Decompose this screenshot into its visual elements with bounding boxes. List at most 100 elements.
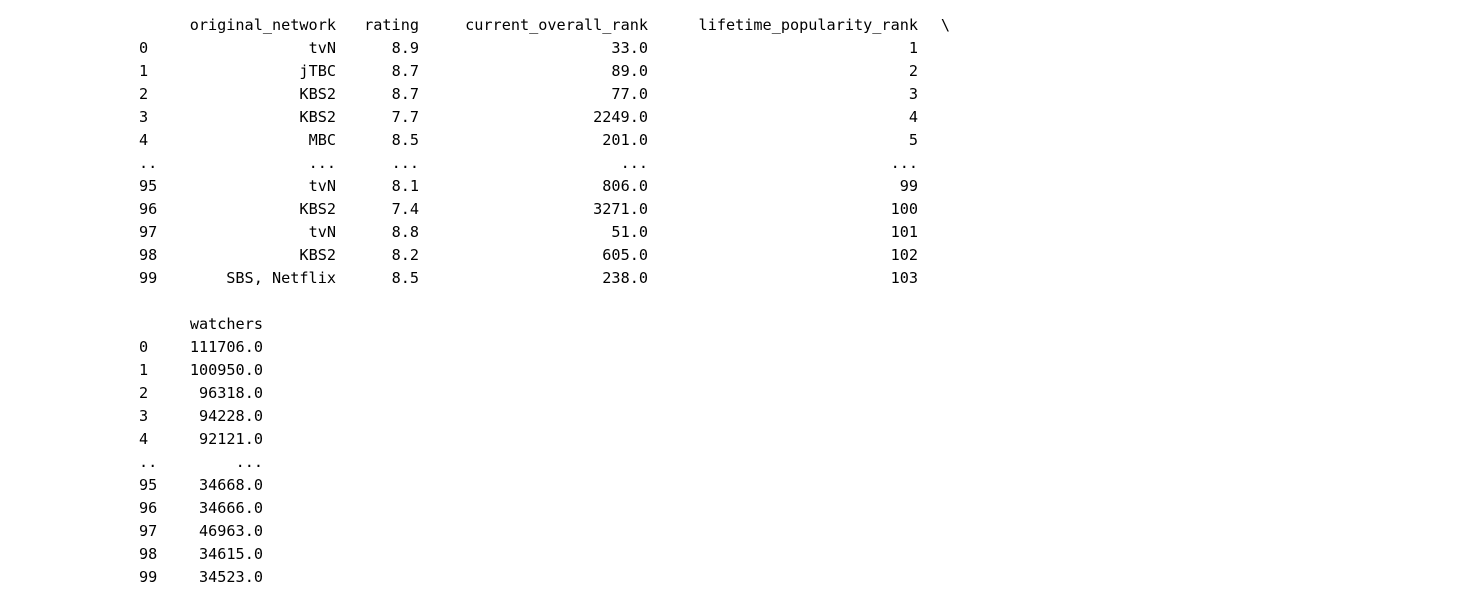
cell-current-overall-rank: 3271.0 (593, 200, 648, 218)
cell-watchers: 34668.0 (198, 476, 263, 494)
cell-watchers: 94228.0 (198, 407, 263, 425)
table-row: ..... (139, 451, 950, 474)
table-row: 97 tvN 8.8 51.0 101 (139, 221, 950, 244)
dataframe-block-1: original_network rating current_overall_… (139, 14, 950, 290)
cell-lifetime-popularity-rank: 101 (890, 223, 918, 241)
cell-lifetime-popularity-rank: 5 (908, 131, 918, 149)
table-row: 99 SBS, Netflix 8.5 238.0 103 (139, 267, 950, 290)
cell-rating: ... (391, 154, 419, 172)
header-original-network: original_network (189, 16, 336, 34)
row-index: 3 (139, 108, 149, 126)
cell-original-network: SBS, Netflix (226, 269, 336, 287)
row-index: 96 (139, 499, 158, 517)
cell-rating: 7.7 (391, 108, 419, 126)
table-row: .............. (139, 152, 950, 175)
cell-rating: 8.5 (391, 269, 419, 287)
cell-original-network: tvN (308, 223, 336, 241)
cell-watchers: ... (235, 453, 263, 471)
cell-rating: 8.9 (391, 39, 419, 57)
cell-lifetime-popularity-rank: 102 (890, 246, 918, 264)
row-index: .. (139, 453, 158, 471)
row-index: 1 (139, 62, 149, 80)
cell-rating: 8.1 (391, 177, 419, 195)
cell-lifetime-popularity-rank: 103 (890, 269, 918, 287)
table-rows-2: 0 111706.0 1 100950.0 2 96318.0 3 94228.0 4 92121… (139, 336, 950, 589)
table-row: 4 MBC 8.5 201.0 5 (139, 129, 950, 152)
row-index: 99 (139, 568, 158, 586)
table-row: 2 KBS2 8.7 77.0 3 (139, 83, 950, 106)
row-index: 1 (139, 361, 149, 379)
table-row: 99 34523.0 (139, 566, 950, 589)
dataframe-block-2: watchers 0 111706.0 1 100950.0 2 96318.0 3 9422… (139, 313, 950, 589)
cell-lifetime-popularity-rank: 2 (908, 62, 918, 80)
header-row: original_network rating current_overall_… (139, 14, 950, 37)
table-row: 2 96318.0 (139, 382, 950, 405)
table-row: 95 tvN 8.1 806.0 99 (139, 175, 950, 198)
cell-watchers: 34523.0 (198, 568, 263, 586)
cell-lifetime-popularity-rank: 99 (899, 177, 918, 195)
header-rating: rating (364, 16, 419, 34)
table-row: 97 46963.0 (139, 520, 950, 543)
cell-current-overall-rank: 605.0 (602, 246, 648, 264)
cell-current-overall-rank: 77.0 (611, 85, 648, 103)
cell-watchers: 92121.0 (198, 430, 263, 448)
row-index: 3 (139, 407, 149, 425)
row-index: 96 (139, 200, 158, 218)
cell-current-overall-rank: 89.0 (611, 62, 648, 80)
cell-current-overall-rank: 238.0 (602, 269, 648, 287)
cell-watchers: 34615.0 (198, 545, 263, 563)
cell-watchers: 100950.0 (189, 361, 263, 379)
cell-original-network: tvN (308, 177, 336, 195)
row-index: 4 (139, 131, 149, 149)
row-index: 0 (139, 338, 149, 356)
table-row: 95 34668.0 (139, 474, 950, 497)
cell-lifetime-popularity-rank: 3 (908, 85, 918, 103)
line-continuation: \ (940, 16, 950, 34)
header-index (139, 14, 161, 37)
cell-watchers: 34666.0 (198, 499, 263, 517)
cell-watchers: 111706.0 (189, 338, 263, 356)
row-index: 4 (139, 430, 149, 448)
cell-current-overall-rank: 51.0 (611, 223, 648, 241)
header-index (139, 313, 161, 336)
cell-rating: 8.2 (391, 246, 419, 264)
cell-current-overall-rank: 806.0 (602, 177, 648, 195)
cell-original-network: KBS2 (299, 200, 336, 218)
row-index: 95 (139, 177, 158, 195)
row-index: 2 (139, 85, 149, 103)
row-index: 97 (139, 522, 158, 540)
cell-watchers: 46963.0 (198, 522, 263, 540)
table-rows-1: 0 tvN 8.9 33.0 1 1 jTBC 8.7 89.0 2 2 KBS2 8.7 77.0 3 3 K… (139, 37, 950, 290)
cell-rating: 7.4 (391, 200, 419, 218)
row-index: 99 (139, 269, 158, 287)
table-row: 3 94228.0 (139, 405, 950, 428)
row-index: 97 (139, 223, 158, 241)
table-row: 98 KBS2 8.2 605.0 102 (139, 244, 950, 267)
row-index: 2 (139, 384, 149, 402)
cell-lifetime-popularity-rank: 100 (890, 200, 918, 218)
cell-current-overall-rank: 33.0 (611, 39, 648, 57)
row-index: 0 (139, 39, 149, 57)
cell-original-network: KBS2 (299, 85, 336, 103)
header-watchers: watchers (189, 315, 263, 333)
table-row: 0 tvN 8.9 33.0 1 (139, 37, 950, 60)
cell-watchers: 96318.0 (198, 384, 263, 402)
cell-lifetime-popularity-rank: ... (890, 154, 918, 172)
cell-rating: 8.7 (391, 62, 419, 80)
cell-original-network: MBC (308, 131, 336, 149)
header-lifetime-popularity-rank: lifetime_popularity_rank (698, 16, 918, 34)
table-row: 1 jTBC 8.7 89.0 2 (139, 60, 950, 83)
table-row: 96 34666.0 (139, 497, 950, 520)
cell-lifetime-popularity-rank: 1 (908, 39, 918, 57)
cell-original-network: KBS2 (299, 246, 336, 264)
row-index: 95 (139, 476, 158, 494)
table-row: 4 92121.0 (139, 428, 950, 451)
row-index: 98 (139, 246, 158, 264)
cell-current-overall-rank: ... (620, 154, 648, 172)
cell-current-overall-rank: 201.0 (602, 131, 648, 149)
row-index: 98 (139, 545, 158, 563)
cell-rating: 8.7 (391, 85, 419, 103)
header-row: watchers (139, 313, 950, 336)
table-row: 1 100950.0 (139, 359, 950, 382)
table-row: 0 111706.0 (139, 336, 950, 359)
